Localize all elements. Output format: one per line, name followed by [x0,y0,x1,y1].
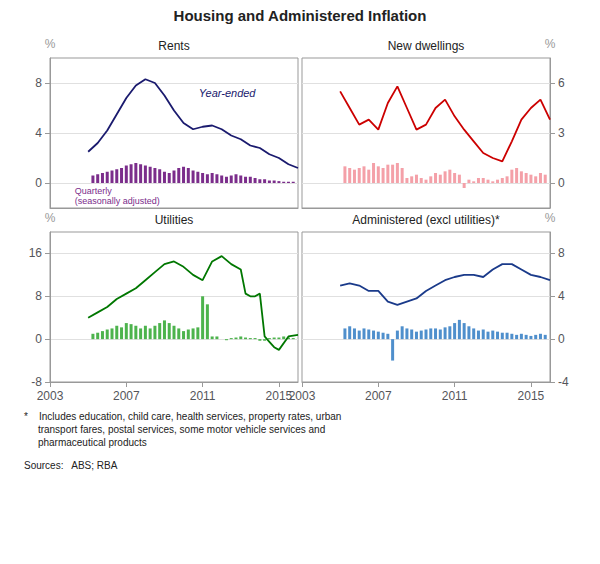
svg-text:6: 6 [558,76,565,90]
svg-text:New dwellings: New dwellings [388,39,465,53]
svg-text:(seasonally adjusted): (seasonally adjusted) [75,196,160,206]
svg-text:2011: 2011 [190,389,216,403]
svg-text:Housing and Administered Infla: Housing and Administered Inflation [174,7,427,24]
svg-text:8: 8 [558,246,565,260]
svg-text:%: % [545,37,556,51]
svg-text:-8: -8 [31,375,42,389]
svg-text:0: 0 [558,176,565,190]
svg-text:Rents: Rents [158,39,189,53]
svg-text:Year-ended: Year-ended [199,87,257,99]
svg-text:* Includes education, child: * Includes education, child care, health… [24,411,341,422]
svg-text:16: 16 [29,246,43,260]
svg-text:2007: 2007 [365,389,392,403]
svg-text:0: 0 [558,332,565,346]
svg-text:2003: 2003 [289,389,316,403]
svg-text:0: 0 [35,332,42,346]
svg-text:2015: 2015 [518,389,545,403]
svg-text:-4: -4 [558,375,569,389]
svg-text:2003: 2003 [37,389,64,403]
svg-text:transport fares, postal servic: transport fares, postal services, some m… [24,424,325,435]
svg-text:%: % [45,37,56,51]
svg-text:4: 4 [35,126,42,140]
svg-text:2011: 2011 [442,389,468,403]
svg-text:0: 0 [35,176,42,190]
svg-text:4: 4 [558,289,565,303]
svg-text:%: % [45,211,56,225]
svg-text:3: 3 [558,126,565,140]
svg-text:Administered (excl utilities)*: Administered (excl utilities)* [352,213,500,227]
svg-text:pharmaceutical products: pharmaceutical products [24,437,147,448]
svg-text:2015: 2015 [265,389,293,403]
svg-text:Quarterly: Quarterly [75,186,113,196]
svg-text:8: 8 [35,289,42,303]
svg-text:%: % [545,211,556,225]
svg-text:8: 8 [35,76,42,90]
svg-text:2007: 2007 [113,389,140,403]
svg-text:Sources: ABS; RBA: Sources: ABS; RBA [24,460,118,471]
svg-text:Utilities: Utilities [155,213,194,227]
